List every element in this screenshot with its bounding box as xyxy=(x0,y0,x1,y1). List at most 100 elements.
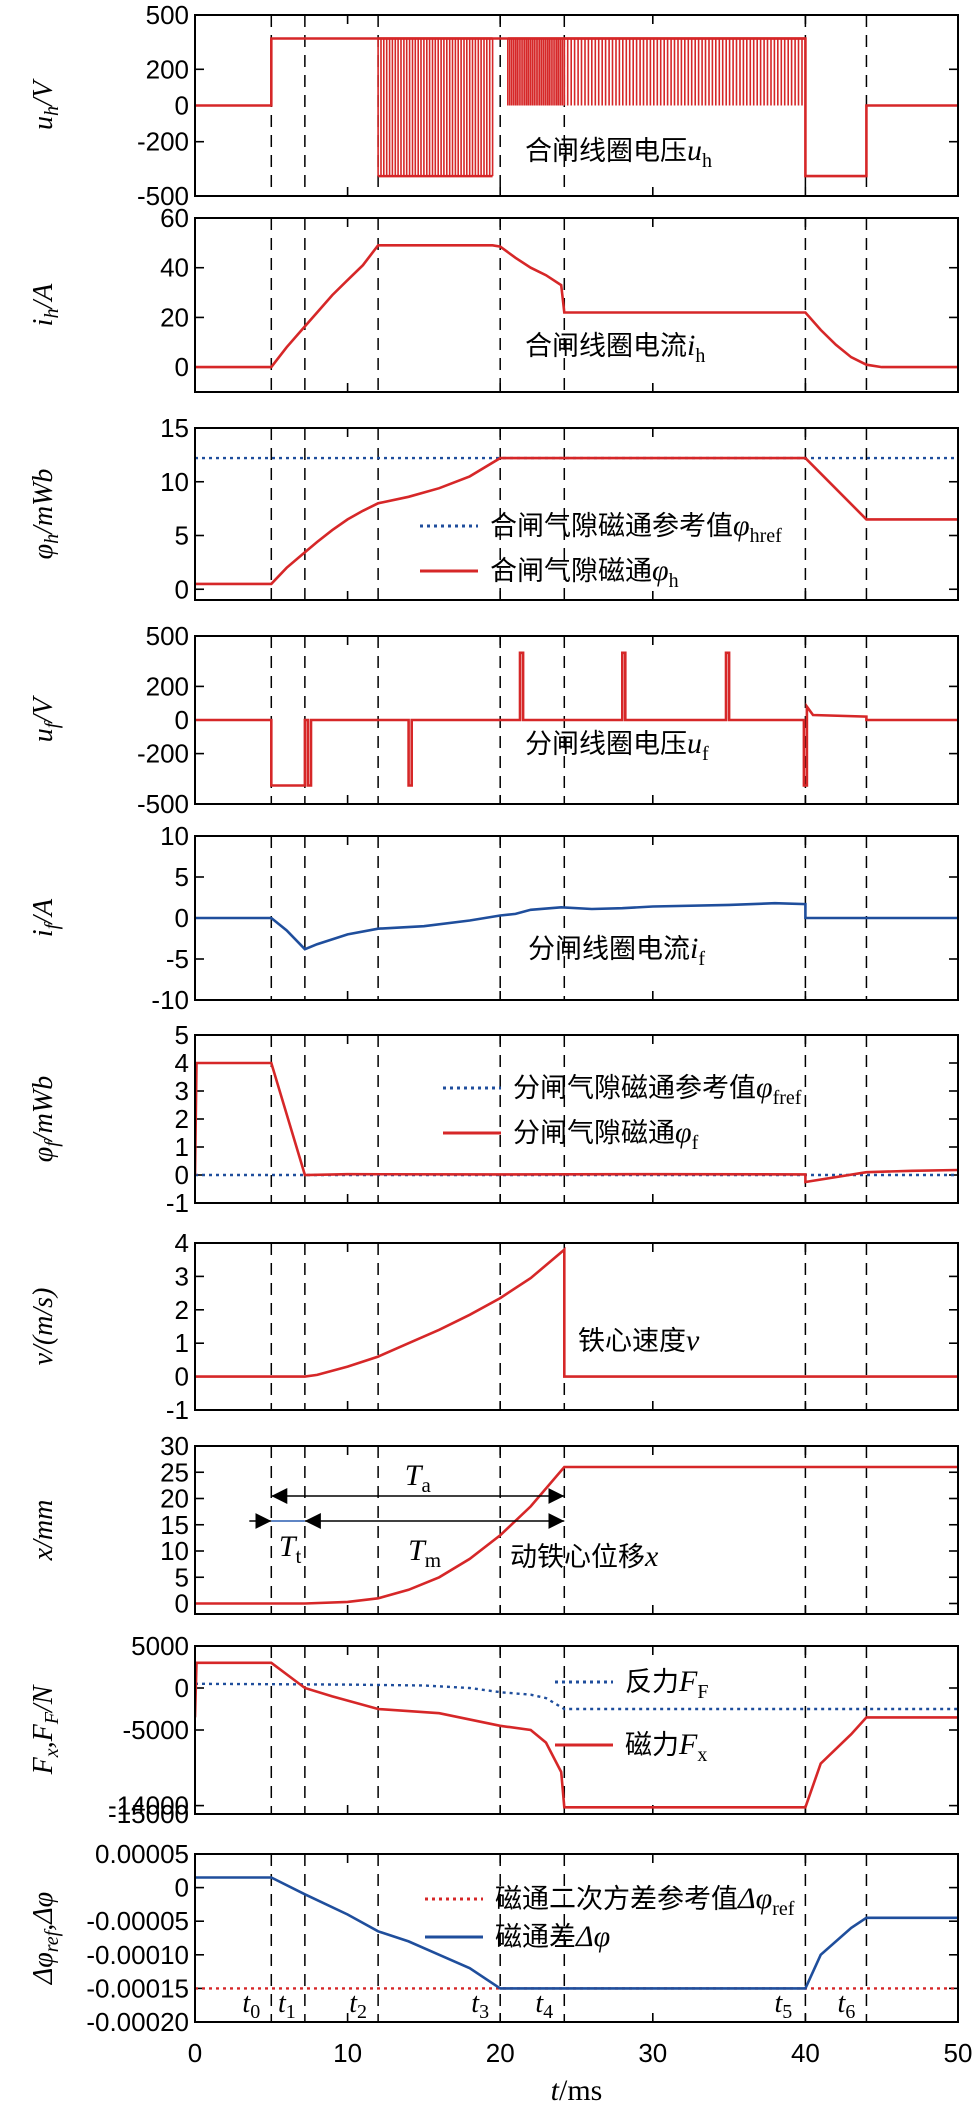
panel-frame xyxy=(194,1645,959,1815)
ytick-label: 60 xyxy=(160,203,189,233)
legend-entry: 磁通差Δφ xyxy=(495,1920,610,1953)
ytick-label: 10 xyxy=(160,1536,189,1566)
xtick-label: 20 xyxy=(486,2038,515,2068)
plot-area xyxy=(195,1465,958,1605)
pwm-burst xyxy=(507,38,566,106)
xtick-label: 30 xyxy=(638,2038,667,2068)
xtick-label: 10 xyxy=(333,2038,362,2068)
panel-uf: -500 -200 0 200 500 uf/V 分闸线圈电压uf xyxy=(28,621,959,819)
y-axis-label: Fx,FF/N xyxy=(28,1684,63,1775)
series-line xyxy=(195,1682,958,1711)
plot-area xyxy=(195,1661,958,1809)
legend-entry: 合闸气隙磁通参考值φhref xyxy=(490,509,782,547)
plot-area xyxy=(195,1246,958,1378)
ytick-label: 2 xyxy=(175,1104,189,1134)
ytick-label: 30 xyxy=(160,1431,189,1461)
panel-frame xyxy=(194,835,959,1001)
y-axis-label: φh/mWb xyxy=(28,469,63,560)
ytick-label: 20 xyxy=(160,302,189,332)
ytick-label: 0 xyxy=(175,705,189,735)
event-labels: t0 t1 t2 t3 t4 t5 t6 xyxy=(242,1988,855,2023)
series-line xyxy=(195,37,958,178)
ytick-label: 5 xyxy=(175,862,189,892)
legend-entry: 合闸气隙磁通φh xyxy=(490,554,679,592)
panel-frame xyxy=(194,217,959,393)
ytick-label: -15000 xyxy=(108,1799,189,1829)
ytick-label: -0.00015 xyxy=(86,1973,189,2003)
legend-entry: 合闸线圈电流ih xyxy=(525,329,705,367)
ytick-label: 5000 xyxy=(131,1631,189,1661)
ytick-label: -0.00010 xyxy=(86,1940,189,1970)
ytick-label: 500 xyxy=(146,621,189,651)
legend-entry: 铁心速度v xyxy=(578,1324,700,1357)
series-line xyxy=(195,456,958,586)
event-label: t1 xyxy=(278,1988,296,2023)
panel-phih: 0 5 10 15 φh/mWb 合闸气隙磁通参考值φhref 合闸气隙磁通φh xyxy=(28,413,959,604)
ytick-label: -500 xyxy=(137,789,189,819)
panel-frame xyxy=(194,635,959,805)
series-line xyxy=(195,651,958,787)
panel-v: -10 12 34 v/(m/s) 铁心速度v xyxy=(28,1228,959,1425)
ytick-label: 40 xyxy=(160,253,189,283)
ytick-label: -5 xyxy=(166,944,189,974)
xtick-label: 50 xyxy=(944,2038,972,2068)
event-label: t5 xyxy=(775,1988,793,2023)
ytick-label: 2 xyxy=(175,1295,189,1325)
series-line xyxy=(195,1246,958,1378)
panel-frame xyxy=(194,1242,959,1411)
series-line xyxy=(195,244,958,369)
legend-entry: 磁力Fx xyxy=(625,1728,707,1766)
event-label: t6 xyxy=(838,1988,856,2023)
ytick-label: 4 xyxy=(175,1048,189,1078)
legend-entry: 分闸线圈电流if xyxy=(528,932,705,970)
y-axis-label: ih/A xyxy=(28,283,63,327)
legend-entry: 磁通二次方差参考值Δφref xyxy=(495,1882,795,1920)
Tt-label: Tt xyxy=(279,1530,302,1568)
xtick-label: 0 xyxy=(188,2038,202,2068)
ytick-label: -200 xyxy=(137,127,189,157)
plot-area xyxy=(195,456,958,586)
plot-area xyxy=(195,901,958,951)
ytick-label: 0.00005 xyxy=(95,1839,189,1869)
event-label: t4 xyxy=(535,1988,553,2023)
event-label: t0 xyxy=(242,1988,260,2023)
ytick-label: 4 xyxy=(175,1228,189,1258)
ytick-label: 5 xyxy=(175,1020,189,1050)
ytick-label: -0.00005 xyxy=(86,1906,189,1936)
pwm-burst xyxy=(563,38,807,106)
ytick-label: 20 xyxy=(160,1484,189,1514)
ytick-label: -5000 xyxy=(123,1715,190,1745)
ytick-label: 0 xyxy=(175,352,189,382)
ytick-label: 0 xyxy=(175,1589,189,1619)
panel-frame xyxy=(194,1034,959,1204)
ytick-label: 5 xyxy=(175,521,189,551)
legend-entry: 分闸线圈电压uf xyxy=(525,727,709,765)
ytick-label: -500 xyxy=(137,181,189,211)
ytick-label: -0.00020 xyxy=(86,2007,189,2037)
panel-frame xyxy=(194,1853,959,2023)
Ta-label: Ta xyxy=(405,1459,432,1497)
ytick-label: 15 xyxy=(160,1510,189,1540)
ytick-label: -200 xyxy=(137,739,189,769)
y-axis-label: uf/V xyxy=(28,695,63,742)
x-axis-label: t/ms xyxy=(551,2074,603,2106)
series-line xyxy=(195,1661,958,1809)
y-axis-label: if/A xyxy=(28,898,63,937)
ytick-label: 15 xyxy=(160,413,189,443)
event-label: t3 xyxy=(471,1988,489,2023)
panel-uh: -500 -200 0 200 500 uh/V 合闸线圈电压uh xyxy=(28,0,959,211)
series-line xyxy=(195,901,958,951)
ytick-label: -1 xyxy=(166,1395,189,1425)
ytick-label: 0 xyxy=(175,903,189,933)
pwm-burst xyxy=(377,38,494,177)
Tm-label: Tm xyxy=(408,1534,441,1572)
ytick-label: 3 xyxy=(175,1261,189,1291)
xtick-label: 40 xyxy=(791,2038,820,2068)
y-axis-label: Δφref,Δφ xyxy=(28,1892,63,1985)
ytick-label: 0 xyxy=(175,1160,189,1190)
y-axis-label: uh/V xyxy=(28,78,63,130)
